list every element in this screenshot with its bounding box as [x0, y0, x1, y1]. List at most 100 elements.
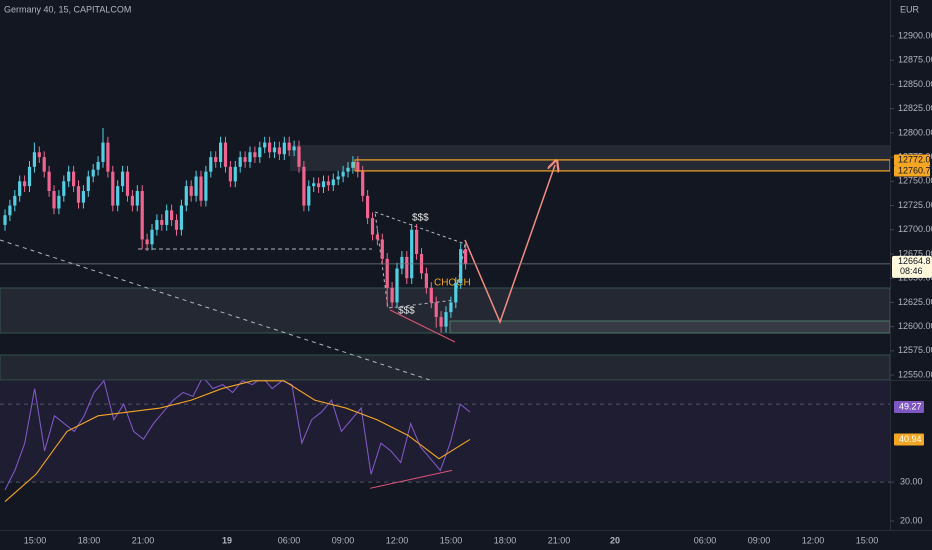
candle-body	[18, 181, 22, 196]
annotation: $$$	[398, 306, 415, 317]
rsi-line	[4, 380, 471, 491]
candle-body	[23, 181, 27, 187]
candle-body	[116, 186, 120, 206]
x-tick-label: 20	[610, 535, 620, 545]
candle-body	[179, 205, 183, 230]
y-tick-label: 12800.00	[898, 127, 932, 137]
y-tick-label: 12900.00	[898, 30, 932, 40]
candle-body	[317, 183, 321, 188]
candle-body	[91, 169, 95, 177]
candle-body	[449, 302, 453, 313]
candle-body	[292, 146, 296, 151]
candle-body	[228, 166, 232, 182]
x-tick-label: 12:00	[386, 535, 409, 545]
y-tick-label: 12850.00	[898, 79, 932, 89]
rsi-divergence	[369, 469, 453, 489]
candle-body	[248, 152, 252, 162]
y-tick-label: 12825.00	[898, 103, 932, 113]
y-tick-label: 12675.00	[898, 248, 932, 258]
y-tick-label: 12700.00	[898, 224, 932, 234]
candle-body	[8, 205, 12, 216]
candle-body	[155, 220, 159, 230]
candle-body	[341, 171, 345, 177]
countdown: 08:46	[900, 266, 923, 276]
candle-body	[454, 283, 458, 303]
candle-body	[434, 302, 438, 317]
y-tick-label: 12550.00	[898, 369, 932, 379]
candle-body	[400, 256, 404, 269]
candles	[3, 128, 468, 333]
candle-body	[76, 186, 81, 203]
candle-body	[331, 179, 335, 186]
y-tick-label: 12625.00	[898, 297, 932, 307]
x-tick-label: 15:00	[856, 535, 879, 545]
candle-body	[287, 142, 291, 151]
candle-body	[459, 249, 463, 284]
x-tick-label: 18:00	[78, 535, 101, 545]
candle-body	[194, 176, 198, 196]
rsi-tick-label: 20.00	[900, 515, 923, 525]
candle-body	[184, 186, 188, 206]
y-tick-label: 12875.00	[898, 55, 932, 65]
candle-body	[424, 273, 428, 288]
candle-body	[356, 161, 360, 172]
candle-body	[253, 152, 257, 158]
rsi-tick-label: 30.00	[900, 476, 923, 486]
candle-body	[37, 152, 41, 158]
candle-body	[199, 176, 203, 201]
inner-zone	[449, 320, 891, 334]
candle-body	[346, 167, 350, 172]
price-label-box	[892, 255, 932, 278]
candle-body	[375, 234, 379, 240]
rsi-line	[4, 380, 471, 502]
candle-body	[150, 229, 154, 245]
candle-body	[439, 316, 443, 327]
candle-body	[72, 171, 76, 187]
candle-body	[189, 186, 193, 196]
candle-body	[52, 191, 56, 209]
candle-body	[464, 249, 468, 264]
candle-body	[135, 191, 139, 206]
projection-arrow	[464, 165, 555, 325]
candle-body	[145, 239, 149, 245]
rsi-lines	[4, 380, 471, 502]
candle-body	[13, 195, 17, 206]
x-tick-label: 15:00	[440, 535, 463, 545]
candle-body	[3, 215, 7, 225]
candle-body	[125, 171, 130, 196]
candle-body	[81, 191, 85, 203]
candle-body	[429, 287, 433, 303]
y-tick-label: 12600.00	[898, 321, 932, 331]
candle-body	[130, 195, 134, 206]
candle-body	[204, 171, 208, 201]
annotation: $$$	[412, 213, 429, 224]
y-tick-label: 12575.00	[898, 345, 932, 355]
candle-body	[410, 229, 414, 279]
rsi-last-box	[894, 401, 924, 413]
lower-zone	[0, 354, 891, 381]
x-tick-label: 09:00	[332, 535, 355, 545]
zone-label-box	[894, 165, 930, 177]
candle-body	[312, 183, 316, 187]
candle-body	[385, 258, 389, 288]
x-tick-label: 15:00	[24, 535, 47, 545]
supply-zone	[290, 145, 890, 171]
candle-body	[47, 171, 51, 192]
candle-body	[366, 195, 370, 219]
candle-body	[326, 181, 330, 186]
candle-body	[444, 312, 448, 327]
candle-body	[32, 152, 36, 167]
candle-body	[321, 181, 326, 188]
candle-body	[111, 171, 115, 206]
rsi-last-box	[894, 433, 924, 446]
candle-body	[415, 229, 419, 254]
x-tick-label: 12:00	[802, 535, 825, 545]
candle-body	[263, 142, 267, 148]
candle-body	[302, 166, 306, 206]
divergence-line	[389, 309, 456, 343]
candle-body	[27, 166, 32, 187]
candle-body	[370, 218, 375, 235]
candle-body	[243, 157, 247, 162]
candle-body	[96, 161, 100, 170]
